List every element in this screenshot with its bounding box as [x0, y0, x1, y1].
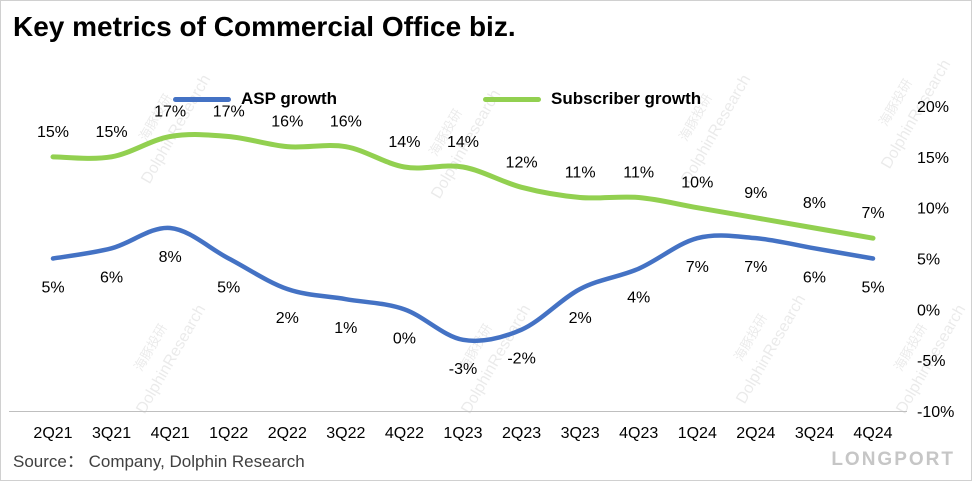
- data-label: 7%: [744, 259, 767, 276]
- data-label: 2%: [569, 310, 592, 327]
- x-axis-tick-label: 4Q24: [853, 425, 892, 442]
- data-label: 11%: [623, 165, 654, 182]
- legend-item-subscriber-growth: Subscriber growth: [483, 89, 701, 109]
- data-label: 8%: [159, 249, 182, 266]
- data-label: -3%: [449, 361, 477, 378]
- x-axis-tick-label: 3Q21: [92, 425, 131, 442]
- x-axis-tick-label: 1Q24: [678, 425, 717, 442]
- data-label: 17%: [154, 104, 186, 121]
- data-label: -2%: [507, 351, 535, 368]
- x-axis-tick-label: 3Q23: [561, 425, 600, 442]
- x-axis-tick-label: 2Q24: [736, 425, 775, 442]
- data-label: 10%: [681, 175, 713, 192]
- x-axis-tick-label: 2Q21: [33, 425, 72, 442]
- y-axis-tick-label: -5%: [917, 353, 945, 370]
- x-axis-tick-label: 3Q22: [326, 425, 365, 442]
- x-axis-tick-label: 2Q22: [268, 425, 307, 442]
- data-label: 1%: [334, 320, 357, 337]
- data-label: 8%: [803, 195, 826, 212]
- data-label: 14%: [447, 134, 479, 151]
- legend-label: ASP growth: [241, 89, 338, 108]
- x-axis-tick-label: 1Q22: [209, 425, 248, 442]
- data-label: 12%: [506, 154, 538, 171]
- data-label: 6%: [100, 269, 123, 286]
- subscriber-growth-line: [50, 132, 876, 241]
- data-label: 4%: [627, 290, 650, 307]
- y-axis-tick-label: 15%: [917, 150, 949, 167]
- data-label: 5%: [861, 280, 884, 297]
- data-label: 16%: [271, 114, 303, 131]
- data-label: 9%: [744, 185, 767, 202]
- x-axis-tick-label: 1Q23: [443, 425, 482, 442]
- legend: ASP growth Subscriber growth: [1, 89, 971, 111]
- chart-title: Key metrics of Commercial Office biz.: [13, 11, 516, 42]
- y-axis-tick-label: -10%: [917, 404, 954, 421]
- x-axis-tick-label: 3Q24: [795, 425, 834, 442]
- data-label: 17%: [213, 104, 245, 121]
- x-axis-tick-label: 4Q22: [385, 425, 424, 442]
- legend-label: Subscriber growth: [551, 89, 702, 108]
- x-axis-tick-label: 4Q21: [151, 425, 190, 442]
- y-axis-tick-label: 20%: [917, 99, 949, 116]
- data-label: 7%: [686, 259, 709, 276]
- x-axis-tick-label: 2Q23: [502, 425, 541, 442]
- data-label: 5%: [217, 280, 240, 297]
- longport-logo: LONGPORT: [831, 449, 955, 470]
- y-axis-tick-label: 10%: [917, 201, 949, 218]
- data-label: 15%: [96, 124, 128, 141]
- data-label: 14%: [388, 134, 420, 151]
- data-label: 11%: [565, 165, 596, 182]
- y-axis-tick-label: 5%: [917, 252, 940, 269]
- data-label: 2%: [276, 310, 299, 327]
- data-label: 7%: [861, 205, 884, 222]
- legend-item-asp-growth: ASP growth: [173, 89, 337, 109]
- y-axis-tick-label: 0%: [917, 302, 940, 319]
- data-label: 5%: [41, 280, 64, 297]
- data-label: 15%: [37, 124, 69, 141]
- asp-growth-line: [50, 225, 876, 344]
- asp-growth-line-swatch: [173, 96, 231, 102]
- data-label: 0%: [393, 330, 416, 347]
- x-axis-tick-label: 4Q23: [619, 425, 658, 442]
- data-label: 16%: [330, 114, 362, 131]
- data-label: 6%: [803, 269, 826, 286]
- subscriber-growth-line-swatch: [483, 96, 541, 102]
- source-text: Source： Company, Dolphin Research: [13, 452, 305, 471]
